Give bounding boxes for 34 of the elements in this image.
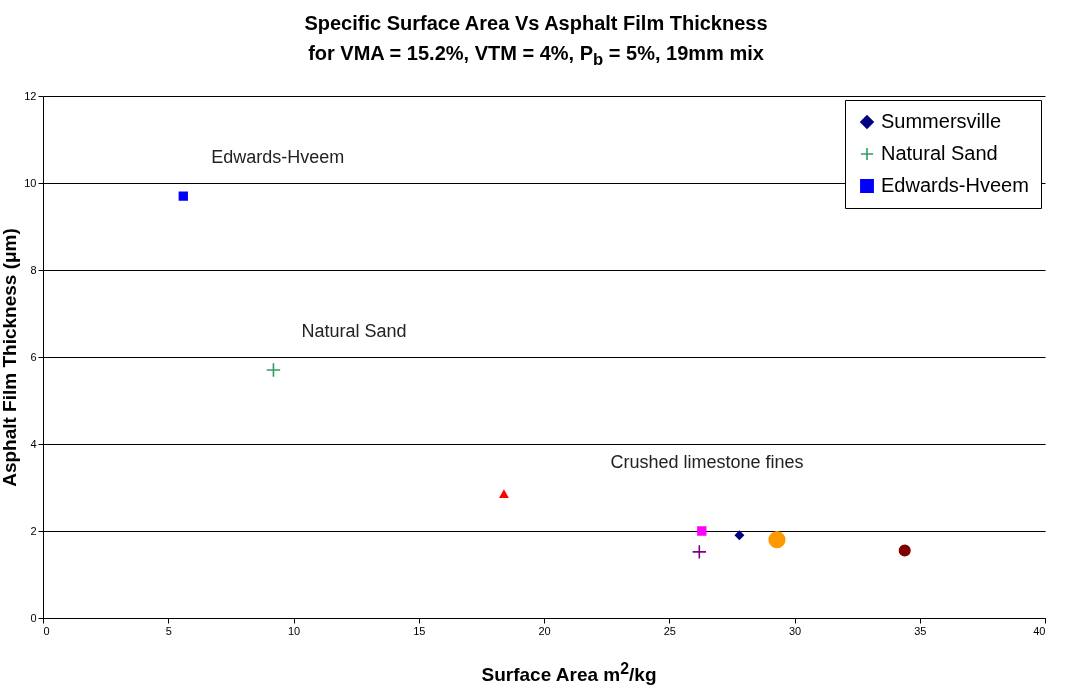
point: [691, 544, 707, 560]
legend-label: Summersville: [881, 110, 1002, 132]
point: [768, 531, 786, 549]
y-tick-label: 6: [30, 350, 37, 363]
point: [898, 544, 911, 557]
y-tick-label: 10: [24, 176, 37, 189]
annotation: Edwards-Hveem: [211, 147, 345, 168]
x-tick-label: 0: [43, 624, 50, 637]
x-tick-label: 10: [287, 624, 301, 637]
point: [734, 530, 745, 541]
point: [697, 526, 707, 536]
x-tick-label: 35: [914, 624, 927, 637]
x-tick-label: 25: [663, 624, 676, 637]
y-tick-label: 2: [30, 524, 37, 537]
y-axis-title: Asphalt Film Thickness (μm): [0, 228, 21, 487]
legend-label: Natural Sand: [881, 142, 998, 164]
x-tick-label: 15: [413, 624, 426, 637]
x-tick-label: 30: [788, 624, 802, 637]
point: [178, 191, 188, 201]
y-tick-label: 4: [30, 437, 37, 450]
x-tick-label: 5: [165, 624, 172, 637]
legend-label: Edwards-Hveem: [881, 174, 1029, 196]
chart-subtitle: for VMA = 15.2%, VTM = 4%, P$_{b}$ = 5%, 19mm mix: [307, 41, 765, 71]
x-tick-label: 40: [1033, 624, 1046, 637]
point: [499, 490, 509, 498]
point: [265, 362, 281, 378]
annotation: Natural Sand: [301, 321, 407, 342]
x-axis-title: Surface Area m$^{2}$/kg: [480, 660, 658, 687]
y-tick-label: 0: [30, 611, 37, 624]
annotation: Crushed limestone fines: [610, 452, 804, 472]
y-tick-label: 12: [24, 89, 37, 102]
y-tick-label: 8: [30, 263, 37, 276]
chart-title: Specific Surface Area Vs Asphalt Film Thickness: [303, 11, 769, 36]
x-tick-label: 20: [538, 624, 551, 637]
